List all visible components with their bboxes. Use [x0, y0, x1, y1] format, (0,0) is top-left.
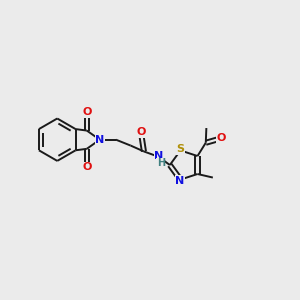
- Text: O: O: [82, 162, 92, 172]
- Text: N: N: [154, 151, 164, 161]
- Text: O: O: [217, 133, 226, 143]
- Text: N: N: [95, 135, 104, 145]
- Text: O: O: [137, 127, 146, 137]
- Text: N: N: [175, 176, 184, 186]
- Text: O: O: [82, 107, 92, 117]
- Text: S: S: [176, 144, 184, 154]
- Text: H: H: [157, 158, 165, 168]
